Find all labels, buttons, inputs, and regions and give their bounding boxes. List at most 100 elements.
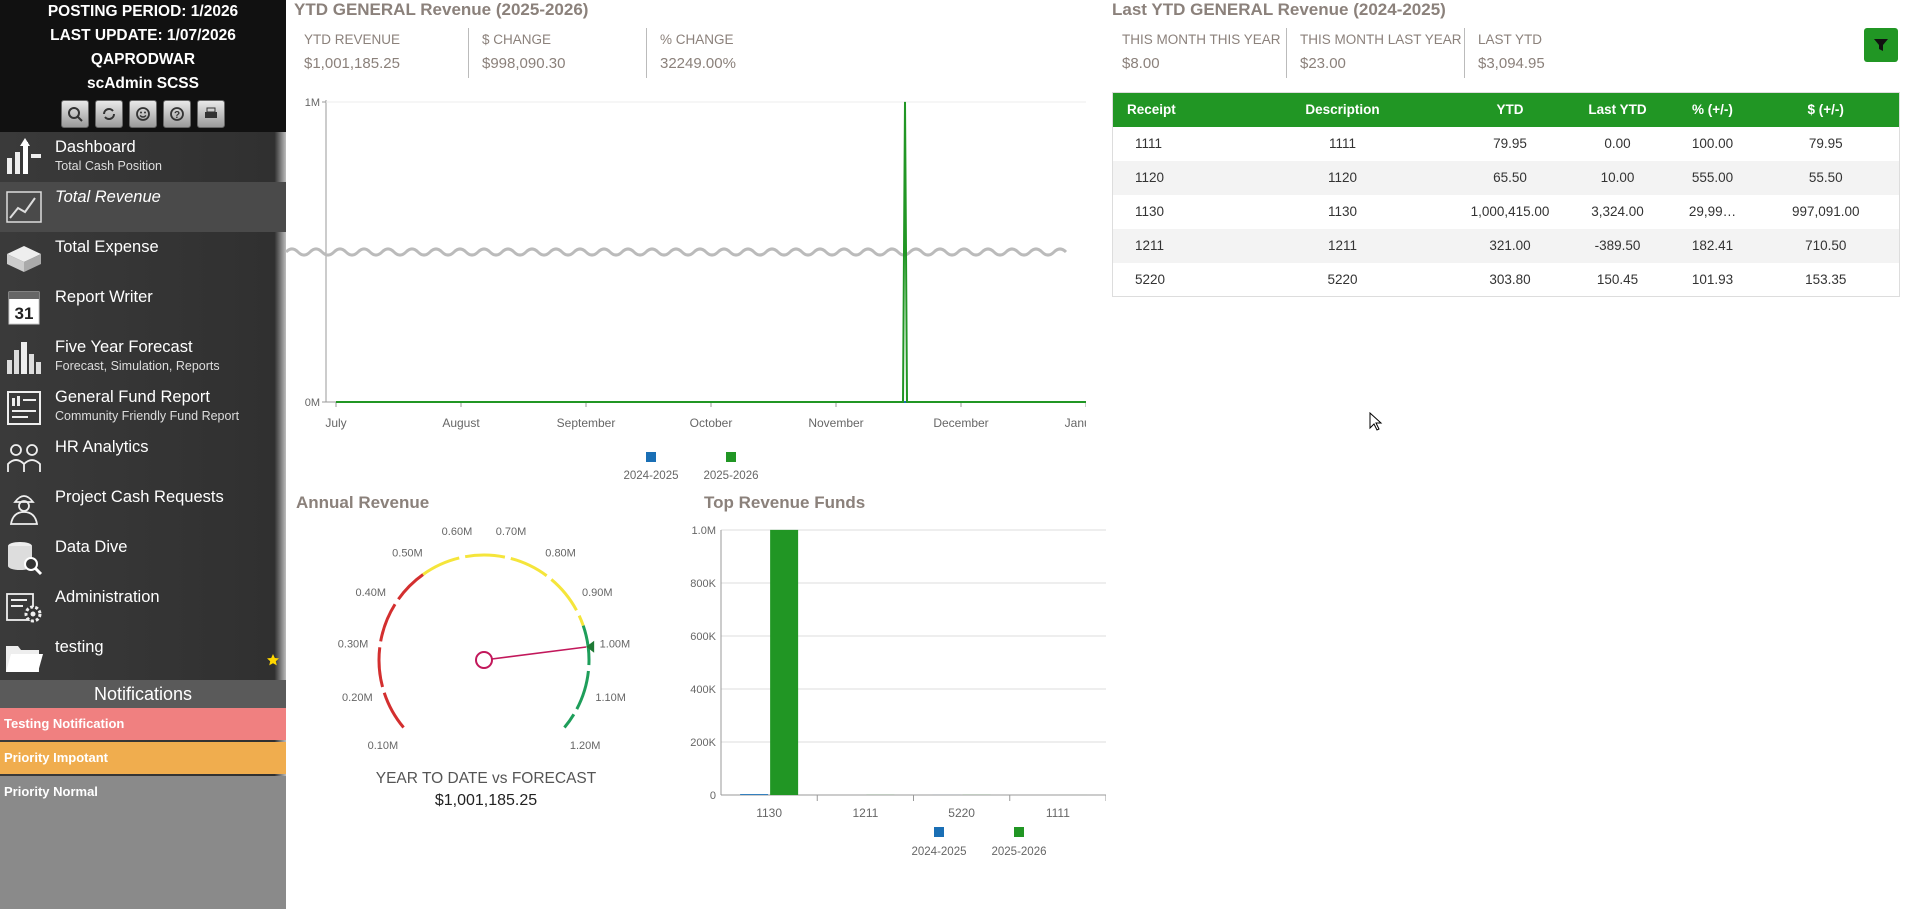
nav-general-fund-report[interactable]: General Fund Report Community Friendly Fu… xyxy=(0,382,286,432)
cell-percent: 101.93 xyxy=(1691,271,1734,287)
feedback-button[interactable] xyxy=(129,100,157,128)
refresh-button[interactable] xyxy=(95,100,123,128)
annual-revenue-title: Annual Revenue xyxy=(296,493,430,512)
gauge-band xyxy=(422,553,585,627)
gauge-tick-label: 0.40M xyxy=(355,587,386,599)
mouse-cursor-icon xyxy=(1369,412,1383,431)
col-dollar[interactable]: $ (+/-) xyxy=(1752,92,1900,127)
notification-item[interactable]: Priority Impotant xyxy=(0,742,286,774)
cell-ytd: 79.95 xyxy=(1493,136,1527,151)
folder-icon xyxy=(0,632,48,682)
calendar-icon: 31 xyxy=(0,282,48,332)
nav-total-revenue[interactable]: Total Revenue xyxy=(0,182,286,232)
nav-label: Data Dive xyxy=(55,538,128,556)
kpi-value: $3,094.95 xyxy=(1478,55,1545,72)
cell-dollar: 710.50 xyxy=(1752,228,1900,263)
kpi-label: THIS MONTH LAST YEAR xyxy=(1300,32,1462,47)
cell-receipt: 5220 xyxy=(1135,271,1166,287)
nav-total-expense[interactable]: Total Expense xyxy=(0,232,286,282)
cell-description: 1120 xyxy=(1227,160,1458,195)
x-tick-label: November xyxy=(808,416,863,430)
cell-last-ytd: 3,324.00 xyxy=(1591,204,1644,219)
cell-percent: 100.00 xyxy=(1691,136,1734,151)
notification-item[interactable]: Priority Normal xyxy=(0,776,286,808)
series-line-2025-2026[interactable] xyxy=(336,101,1086,403)
x-tick-label: 5220 xyxy=(948,806,975,820)
gauge-tick-label: 1.20M xyxy=(570,740,601,752)
cell-description: 1130 xyxy=(1327,204,1358,219)
notification-item[interactable]: Testing Notification xyxy=(0,708,286,740)
cell-description: 5220 xyxy=(1327,271,1358,287)
col-last-ytd[interactable]: Last YTD xyxy=(1562,92,1673,127)
nav-report-writer[interactable]: 31 Report Writer xyxy=(0,282,286,332)
x-tick-label: July xyxy=(325,416,346,430)
help-button[interactable]: ? xyxy=(163,100,191,128)
legend-swatch[interactable] xyxy=(726,452,736,462)
nav-five-year-forecast[interactable]: Five Year Forecast Forecast, Simulation, … xyxy=(0,332,286,382)
gauge-value: $1,001,185.25 xyxy=(434,792,538,809)
x-tick-label: September xyxy=(557,416,616,430)
kpi-value: $8.00 xyxy=(1122,55,1160,72)
cell-ytd: 321.00 xyxy=(1457,228,1563,263)
nav-sublabel: Community Friendly Fund Report xyxy=(55,409,240,423)
nav-sublabel: Total Cash Position xyxy=(55,159,163,173)
notifications-title: Notifications xyxy=(0,680,286,708)
print-button[interactable] xyxy=(197,100,225,128)
gauge-tick-label: 0.60M xyxy=(442,526,473,538)
cell-dollar: 153.35 xyxy=(1805,271,1847,287)
smiley-icon xyxy=(136,107,150,121)
report-icon xyxy=(0,382,48,432)
expense-icon xyxy=(0,232,48,282)
kpi-label: LAST YTD xyxy=(1478,32,1543,47)
table-row[interactable]: 1130 1130 1,000,415.00 3,324.00 29,99… 997,09… xyxy=(1113,195,1900,229)
cell-last-ytd: -389.50 xyxy=(1562,228,1673,263)
legend-label[interactable]: 2024-2025 xyxy=(624,470,679,482)
nav-label: Five Year Forecast xyxy=(55,338,193,356)
filter-button[interactable] xyxy=(1864,28,1898,62)
table-row[interactable]: 1120 1120 65.50 10.00 555.00 55.50 xyxy=(1112,160,1900,195)
nav-testing[interactable]: testing xyxy=(0,632,286,682)
legend-swatch[interactable] xyxy=(934,827,944,837)
nav-administration[interactable]: Administration xyxy=(0,582,286,632)
bar-2025-2026-1130[interactable] xyxy=(770,529,799,795)
x-tick-label: December xyxy=(933,416,988,430)
legend-swatch[interactable] xyxy=(1014,827,1024,837)
legend-label[interactable]: 2025-2026 xyxy=(704,470,759,482)
nav-dashboard[interactable]: Dashboard Total Cash Position xyxy=(0,132,286,182)
nav-project-cash-requests[interactable]: Project Cash Requests xyxy=(0,482,286,532)
cell-dollar: 55.50 xyxy=(1752,160,1900,195)
revenue-icon xyxy=(0,182,48,232)
gauge-band xyxy=(377,573,424,729)
legend-label[interactable]: 2024-2025 xyxy=(912,846,967,858)
y-tick-label: 0 xyxy=(710,790,716,802)
people-icon xyxy=(0,432,48,482)
legend-label[interactable]: 2025-2026 xyxy=(992,846,1047,858)
notifications-panel-fill xyxy=(0,808,286,909)
nav-data-dive[interactable]: Data Dive xyxy=(0,532,286,582)
table-row[interactable]: 1111 1111 79.95 0.00 100.00 79.95 xyxy=(1113,127,1900,161)
search-button[interactable] xyxy=(61,100,89,128)
gauge-tick-label: 1.00M xyxy=(600,638,631,650)
kpi-value: $23.00 xyxy=(1300,55,1346,72)
col-receipt[interactable]: Receipt xyxy=(1112,92,1228,127)
col-percent[interactable]: % (+/-) xyxy=(1672,92,1753,127)
last-update: LAST UPDATE: 1/07/2026 xyxy=(50,27,236,44)
kpi-this-month-this-year: THIS MONTH THIS YEAR $8.00 xyxy=(1112,28,1287,78)
table-row[interactable]: 1211 1211 321.00 -389.50 182.41 710.50 xyxy=(1112,228,1900,263)
bar-2024-2025-1130[interactable] xyxy=(740,794,769,795)
nav-sublabel: Forecast, Simulation, Reports xyxy=(55,359,220,373)
gauge-tick-label: 0.20M xyxy=(342,692,373,704)
nav-hr-analytics[interactable]: HR Analytics xyxy=(0,432,286,482)
table-header-row: Receipt Description YTD Last YTD % (+/-)… xyxy=(1112,92,1900,127)
kpi-this-month-last-year: THIS MONTH LAST YEAR $23.00 xyxy=(1290,28,1465,78)
table-row[interactable]: 5220 5220 303.80 150.45 101.93 153.35 xyxy=(1113,263,1900,297)
col-description[interactable]: Description xyxy=(1227,92,1458,127)
y-tick-label: 0M xyxy=(305,397,320,409)
kpi-label: $ CHANGE xyxy=(482,32,552,47)
top-revenue-bar-chart: 0 200K 400K 600K 800K 1.0M 1130 1211 5220 1111 202… xyxy=(690,525,1106,858)
col-ytd[interactable]: YTD xyxy=(1457,92,1563,127)
legend-swatch[interactable] xyxy=(646,452,656,462)
star-icon[interactable] xyxy=(267,654,279,666)
cell-last-ytd: 0.00 xyxy=(1604,136,1631,151)
database-icon xyxy=(0,532,48,582)
